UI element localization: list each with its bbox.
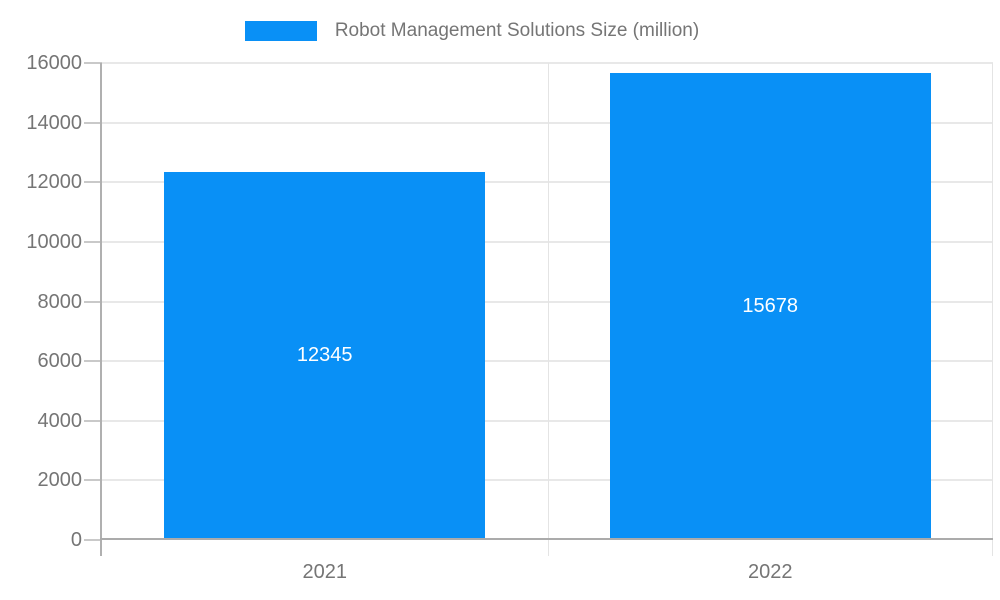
legend-label: Robot Management Solutions Size (million… (334, 20, 700, 41)
legend-swatch-icon (244, 21, 317, 41)
y-axis-tick (84, 62, 102, 64)
x-axis-label: 2022 (748, 561, 793, 583)
y-axis-label: 16000 (26, 52, 82, 74)
y-axis-line (100, 63, 102, 556)
y-axis-label: 14000 (26, 111, 82, 134)
bar-value-label: 15678 (742, 294, 799, 317)
y-axis-label: 6000 (37, 350, 83, 373)
y-axis-label: 0 (70, 529, 82, 551)
x-axis-label: 2021 (302, 561, 348, 583)
y-axis-label: 2000 (37, 469, 83, 492)
y-axis-tick (84, 479, 102, 482)
plot-area: 12345 15678 (100, 62, 993, 556)
x-axis-line (100, 538, 993, 540)
y-axis-label: 10000 (26, 230, 82, 253)
y-axis-tick (84, 121, 102, 124)
bar-2021[interactable]: 12345 (164, 171, 486, 540)
bar-value-label: 12345 (296, 344, 353, 367)
y-axis-tick (84, 300, 102, 303)
v-gridline (547, 63, 549, 556)
bar-2022[interactable]: 15678 (609, 72, 931, 540)
y-axis-tick (84, 360, 102, 363)
y-axis-tick (84, 240, 102, 243)
y-axis-label: 12000 (26, 171, 82, 194)
y-axis-tick (84, 539, 102, 541)
y-axis-tick (84, 419, 102, 422)
y-axis-label: 8000 (37, 290, 83, 313)
v-gridline (992, 63, 993, 556)
legend[interactable]: Robot Management Solutions Size (million… (0, 20, 972, 42)
y-axis-tick (84, 181, 102, 184)
y-axis-label: 4000 (37, 409, 83, 432)
